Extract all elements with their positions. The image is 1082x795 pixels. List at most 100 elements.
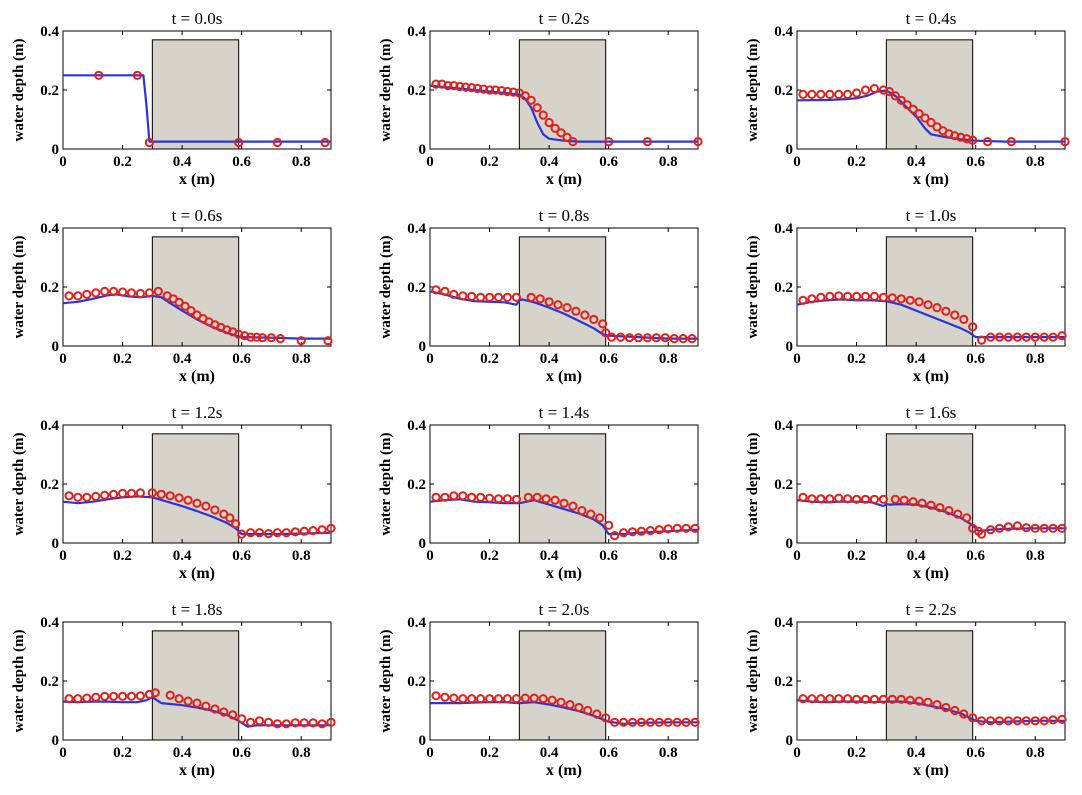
experiment-point: [798, 492, 808, 502]
obstacle-block: [518, 236, 607, 347]
experiment-point: [860, 494, 871, 504]
y-tick-label: 0.2: [407, 280, 426, 296]
experiment-point: [914, 696, 924, 706]
experiment-point: [473, 83, 483, 94]
experiment-point: [1012, 521, 1023, 531]
experiment-point: [272, 137, 282, 148]
experiment-point: [977, 716, 987, 726]
experiment-point: [485, 694, 495, 704]
y-axis-label: water depth (m): [378, 235, 394, 338]
y-axis-label: water depth (m): [745, 38, 761, 141]
experiment-point: [502, 494, 512, 504]
y-tick-label: 0.4: [40, 615, 59, 631]
obstacle-block: [151, 236, 240, 347]
x-tick-label: 0.2: [847, 548, 866, 564]
x-tick-label: 0.2: [480, 154, 499, 170]
experiment-point: [317, 719, 327, 729]
obstacle-block: [518, 433, 607, 544]
y-tick-label: 0.4: [774, 615, 793, 631]
experiment-point: [257, 333, 268, 343]
y-axis-label: water depth (m): [378, 38, 394, 141]
x-tick-label: 0.2: [113, 154, 132, 170]
simulation-line: [429, 84, 698, 143]
y-tick-label: 0: [419, 339, 427, 355]
experiment-point: [878, 292, 889, 302]
experiment-point: [678, 334, 688, 344]
y-tick-label: 0: [786, 536, 794, 552]
y-tick-label: 0: [52, 536, 60, 552]
experiment-point: [165, 690, 175, 700]
subplot-title: t = 0.2s: [539, 9, 590, 28]
experiment-point: [825, 694, 835, 704]
subplot-5: 0 0.2 0.4 0.6 0.8 0 0.2 0.4 t = 0.8s x (m) water d…: [378, 206, 699, 385]
y-tick-label: 0.4: [407, 418, 426, 434]
experiment-point: [968, 135, 978, 145]
experiment-point: [663, 524, 673, 534]
experiment-point: [589, 314, 599, 324]
experiment-point: [860, 291, 871, 301]
experiment-point: [953, 509, 963, 519]
experiment-point: [64, 291, 74, 301]
experiment-point: [601, 328, 611, 338]
experiment-point: [538, 694, 548, 704]
experiment-point: [82, 289, 92, 299]
experiment-point: [1003, 332, 1014, 342]
experiment-point: [493, 292, 504, 302]
x-tick-label: 0.2: [847, 154, 866, 170]
y-tick-label: 0.2: [407, 83, 426, 99]
x-tick-label: 0.6: [599, 548, 618, 564]
x-tick-label: 0.6: [232, 745, 251, 761]
experiment-point: [135, 691, 145, 701]
experiment-point: [529, 693, 539, 703]
experiment-point: [467, 83, 477, 93]
experiment-point: [914, 297, 924, 307]
experiment-point: [296, 336, 306, 346]
experiment-point: [816, 89, 826, 100]
y-axis-label: water depth (m): [11, 432, 27, 535]
experiment-point: [126, 691, 137, 701]
experiment-point: [663, 717, 673, 727]
experiment-point: [843, 694, 853, 704]
obstacle-block: [885, 433, 974, 544]
experiment-point: [455, 81, 465, 92]
subplot-8: 0 0.2 0.4 0.6 0.8 0 0.2 0.4 t = 1.4s x (m) water d…: [378, 403, 700, 582]
experiment-point: [490, 85, 501, 95]
experiment-point: [502, 292, 512, 302]
experiment-point: [852, 88, 862, 98]
experiment-point: [896, 294, 906, 304]
experiment-point: [431, 79, 441, 89]
experiment-point: [449, 289, 459, 299]
experiment-point: [210, 505, 220, 515]
x-tick-label: 0.8: [1026, 154, 1045, 170]
experiment-point: [64, 491, 74, 501]
experiment-point: [610, 531, 620, 541]
experiment-point: [986, 525, 996, 535]
experiment-point: [607, 332, 617, 342]
experiment-point: [467, 291, 477, 301]
experiment-point: [834, 694, 844, 704]
experiment-point: [479, 84, 489, 94]
x-tick-label: 0.4: [173, 351, 192, 367]
experiment-point: [1030, 716, 1040, 726]
experiment-point: [263, 529, 274, 539]
experiment-point: [935, 503, 945, 513]
obstacle-block: [518, 39, 607, 150]
experiment-point: [323, 336, 333, 346]
experiment-point: [627, 527, 638, 537]
experiment-point: [565, 700, 575, 710]
experiment-point: [153, 286, 163, 296]
experiment-point: [562, 132, 572, 142]
experiment-point: [132, 70, 142, 80]
y-tick-label: 0.2: [407, 477, 426, 493]
experiment-point: [816, 494, 826, 504]
experiment-point: [150, 688, 160, 698]
x-tick-label: 0.6: [232, 154, 251, 170]
y-tick-label: 0.2: [774, 477, 793, 493]
y-axis-label: water depth (m): [11, 235, 27, 338]
experiment-point: [91, 692, 101, 702]
experiment-point: [1030, 523, 1040, 533]
experiment-point: [878, 694, 889, 704]
experiment-point: [1003, 522, 1014, 532]
experiment-point: [165, 491, 175, 501]
subplot-title: t = 0.6s: [172, 206, 223, 225]
